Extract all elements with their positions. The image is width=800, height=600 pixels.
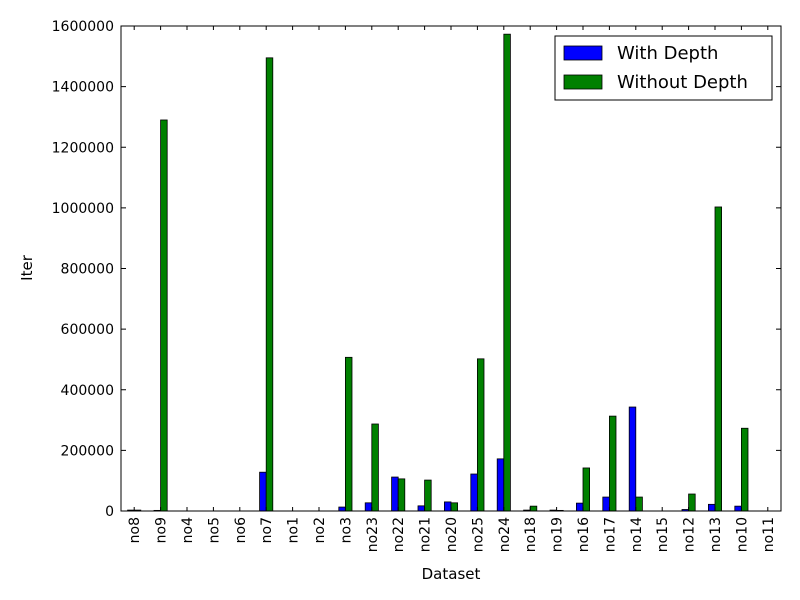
bar-with-depth-no17 — [602, 496, 610, 512]
legend-swatch-without-depth — [563, 74, 603, 90]
y-tick-label: 800000 — [61, 262, 114, 278]
x-tick-label: no5 — [206, 517, 222, 543]
x-tick-label: no15 — [655, 517, 671, 552]
bar-without-depth-no17 — [609, 415, 617, 512]
x-tick-label: no7 — [259, 517, 275, 543]
bar-without-depth-no18 — [529, 505, 538, 512]
y-tick-label: 200000 — [61, 443, 114, 459]
bar-without-depth-no20 — [450, 502, 458, 512]
legend-swatch-with-depth — [563, 45, 603, 61]
bar-with-depth-no22 — [391, 476, 399, 512]
bar-without-depth-no9 — [160, 119, 168, 512]
x-tick-label: no11 — [761, 517, 777, 552]
y-tick-label: 1400000 — [52, 80, 114, 96]
bar-without-depth-no3 — [344, 356, 353, 512]
bar-with-depth-no16 — [576, 502, 584, 512]
y-tick-label: 1200000 — [52, 140, 114, 156]
bar-with-depth-no3 — [338, 506, 346, 512]
x-tick-label: no20 — [444, 517, 460, 552]
bars-layer — [127, 33, 749, 512]
bar-with-depth-no23 — [364, 502, 373, 512]
x-tick-label: no13 — [708, 517, 724, 552]
y-tick-label: 400000 — [61, 383, 114, 399]
x-tick-label: no23 — [365, 517, 381, 552]
bar-with-depth-no10 — [734, 505, 742, 512]
y-tick-label: 1000000 — [52, 201, 114, 217]
y-tick-label: 600000 — [61, 322, 114, 338]
x-tick-label: no12 — [682, 517, 698, 552]
bar-with-depth-no13 — [708, 503, 716, 512]
x-tick-label: no14 — [629, 517, 645, 552]
bar-with-depth-no7 — [259, 471, 267, 512]
bar-without-depth-no21 — [424, 479, 432, 512]
x-tick-label: no19 — [550, 517, 566, 552]
x-tick-label: no22 — [391, 517, 407, 552]
plot-frame — [120, 25, 782, 512]
x-tick-label: no1 — [286, 517, 302, 543]
bar-without-depth-no12 — [688, 493, 696, 512]
x-tick-label: no16 — [576, 517, 592, 552]
legend-label-without-depth: Without Depth — [617, 72, 748, 93]
bar-without-depth-no16 — [582, 467, 590, 512]
x-tick-label: no24 — [497, 517, 513, 552]
bar-without-depth-no13 — [714, 206, 722, 512]
bar-with-depth-no21 — [417, 505, 425, 512]
y-tick-label: 1600000 — [52, 19, 114, 35]
bar-without-depth-no23 — [371, 423, 379, 512]
bar-without-depth-no22 — [397, 478, 406, 512]
bar-with-depth-no24 — [496, 458, 505, 512]
x-tick-label: no25 — [470, 517, 486, 552]
legend: With Depth Without Depth — [554, 35, 773, 101]
bar-with-depth-no14 — [628, 406, 637, 512]
x-tick-label: no10 — [734, 517, 750, 552]
x-tick-label: no3 — [338, 517, 354, 543]
y-tick-label: 0 — [105, 504, 114, 520]
x-tick-label: no18 — [523, 517, 539, 552]
x-axis-label: Dataset — [422, 565, 481, 583]
bar-with-depth-no25 — [470, 473, 478, 512]
x-tick-label: no9 — [154, 517, 170, 543]
y-axis-label: Iter — [18, 254, 36, 281]
bar-without-depth-no7 — [265, 57, 274, 512]
bar-without-depth-no25 — [476, 358, 485, 512]
x-tick-label: no8 — [127, 517, 143, 543]
x-tick-label: no2 — [312, 517, 328, 543]
x-tick-label: no21 — [418, 517, 434, 552]
legend-label-with-depth: With Depth — [617, 43, 718, 64]
bar-without-depth-no14 — [635, 496, 643, 512]
x-tick-label: no17 — [602, 517, 618, 552]
bar-without-depth-no10 — [741, 427, 749, 512]
ticks-layer: no8 no9 no4 no5 no6 no7 no1 no2 no3 no23 no22 no21 n… — [52, 19, 781, 552]
x-tick-label: no6 — [233, 517, 249, 543]
bar-with-depth-no20 — [443, 501, 452, 512]
bar-without-depth-no24 — [503, 33, 511, 512]
x-tick-label: no4 — [180, 517, 196, 543]
